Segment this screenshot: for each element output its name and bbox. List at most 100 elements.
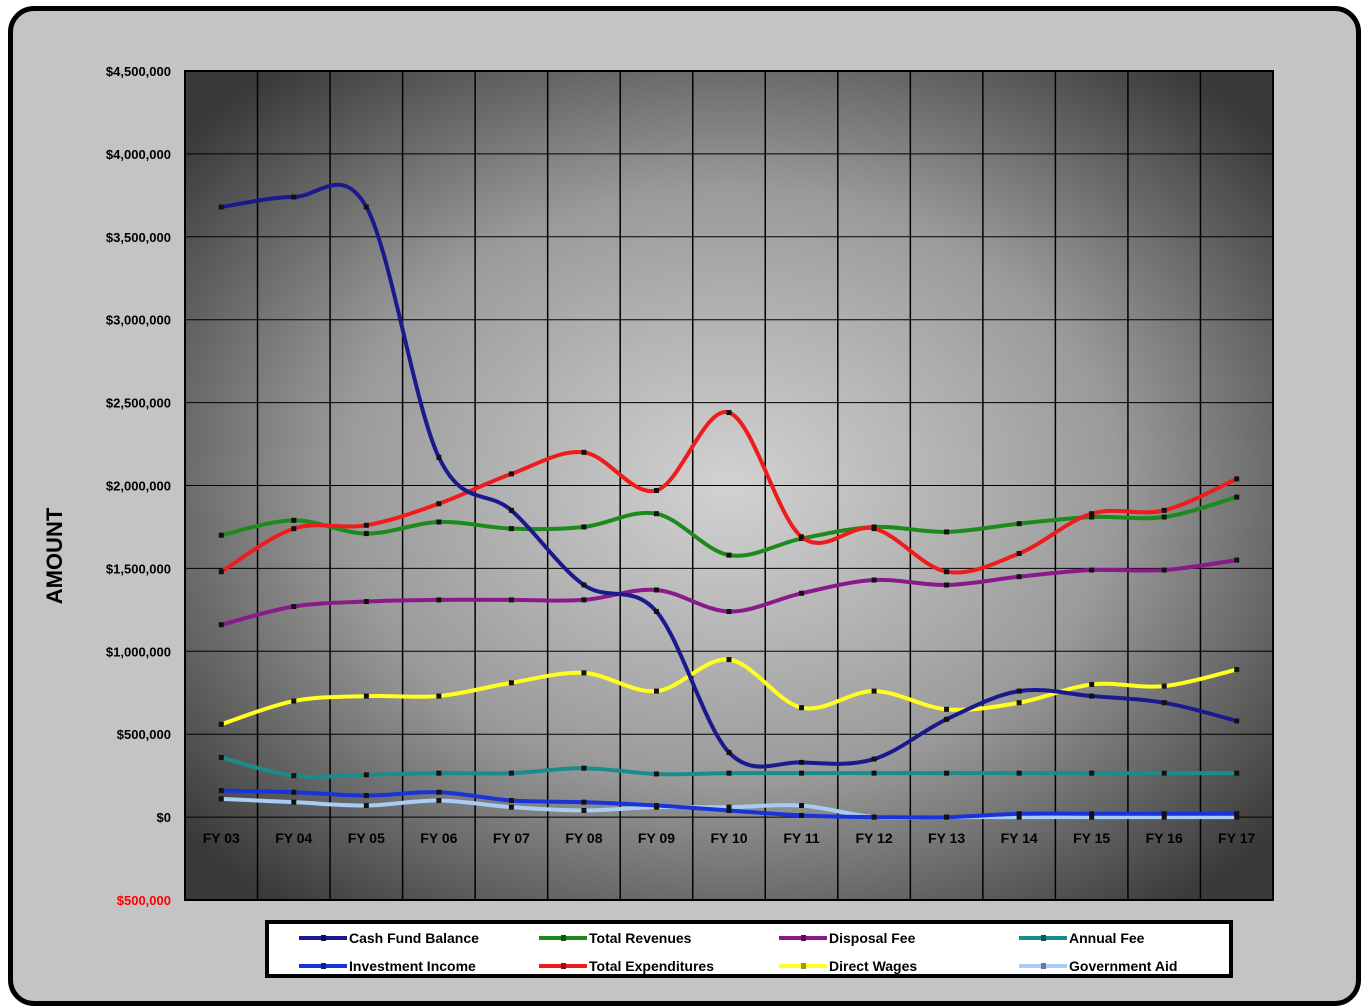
x-tick-label: FY 11: [783, 830, 820, 846]
data-point: [1016, 521, 1022, 527]
data-point: [1234, 811, 1240, 817]
legend-label: Government Aid: [1069, 958, 1178, 974]
data-point: [653, 587, 659, 593]
data-point: [799, 759, 805, 765]
series-line: [219, 182, 1239, 769]
series-direct-wages: [218, 657, 1240, 727]
data-point: [218, 622, 224, 628]
x-tick-label: FY 08: [565, 830, 602, 846]
data-point: [1016, 814, 1022, 820]
y-axis-tick-labels: $4,500,000 $4,000,000 $3,500,000 $3,000,000…: [106, 64, 171, 908]
data-point: [291, 789, 297, 795]
data-point: [871, 814, 877, 820]
x-tick-label: FY 09: [638, 830, 675, 846]
data-point: [436, 693, 442, 699]
data-point: [218, 788, 224, 794]
legend: Cash Fund Balance Total Revenues Disposal …: [265, 920, 1233, 978]
data-point: [944, 716, 950, 722]
data-point: [799, 812, 805, 818]
legend-label: Total Expenditures: [589, 958, 714, 974]
data-point: [1161, 770, 1167, 776]
data-point: [1234, 557, 1240, 563]
data-point: [653, 511, 659, 517]
data-point: [799, 590, 805, 596]
data-point: [508, 526, 514, 532]
data-point: [653, 688, 659, 694]
series-investment-income: [218, 788, 1240, 820]
series-disposal-fee: [218, 557, 1240, 628]
legend-label: Disposal Fee: [829, 930, 916, 946]
legend-item: Total Expenditures: [539, 955, 714, 977]
data-point: [944, 770, 950, 776]
data-point: [436, 770, 442, 776]
data-point: [726, 804, 732, 810]
data-point: [871, 526, 877, 532]
x-tick-label: FY 16: [1146, 830, 1183, 846]
data-point: [436, 597, 442, 603]
data-point: [291, 604, 297, 610]
data-point: [508, 507, 514, 513]
data-point: [799, 802, 805, 808]
data-point: [363, 802, 369, 808]
legend-item: Annual Fee: [1019, 927, 1144, 949]
data-point: [218, 569, 224, 575]
data-point: [944, 814, 950, 820]
data-point: [363, 793, 369, 799]
legend-swatch: [1019, 964, 1067, 968]
data-point: [1016, 574, 1022, 580]
x-tick-label: FY 06: [420, 830, 457, 846]
data-point: [944, 529, 950, 535]
x-tick-label: FY 12: [856, 830, 893, 846]
data-point: [1161, 683, 1167, 689]
data-point: [726, 749, 732, 755]
legend-swatch: [779, 964, 827, 968]
data-point: [1161, 811, 1167, 817]
data-point: [726, 552, 732, 558]
data-point: [508, 597, 514, 603]
data-point: [508, 804, 514, 810]
y-tick-label: $0: [157, 810, 171, 825]
data-point: [581, 670, 587, 676]
legend-item: Direct Wages: [779, 955, 917, 977]
data-point: [1161, 567, 1167, 573]
series-annual-fee: [218, 754, 1240, 779]
data-point: [508, 798, 514, 804]
x-tick-label: FY 05: [348, 830, 385, 846]
legend-swatch: [539, 936, 587, 940]
data-point: [218, 532, 224, 538]
data-point: [363, 204, 369, 210]
data-point: [871, 688, 877, 694]
data-point: [218, 721, 224, 727]
data-point: [1234, 718, 1240, 724]
data-point: [436, 501, 442, 507]
data-point: [581, 449, 587, 455]
legend-item: Cash Fund Balance: [299, 927, 479, 949]
y-tick-label: $1,000,000: [106, 644, 171, 659]
data-point: [1161, 507, 1167, 513]
data-point: [799, 770, 805, 776]
x-tick-label: FY 04: [275, 830, 312, 846]
legend-item: Government Aid: [1019, 955, 1177, 977]
data-point: [1161, 514, 1167, 520]
y-tick-label: $4,000,000: [106, 147, 171, 162]
data-point: [218, 204, 224, 210]
data-point: [436, 789, 442, 795]
data-point: [581, 597, 587, 603]
data-point: [581, 582, 587, 588]
data-point: [653, 802, 659, 808]
data-point: [1089, 814, 1095, 820]
data-point: [291, 526, 297, 532]
data-point: [1089, 811, 1095, 817]
data-point: [871, 577, 877, 583]
data-point: [1016, 770, 1022, 776]
y-tick-label: $3,000,000: [106, 313, 171, 328]
data-point: [1016, 688, 1022, 694]
data-point: [1016, 700, 1022, 706]
data-point: [218, 754, 224, 760]
data-point: [436, 454, 442, 460]
y-tick-label: $2,000,000: [106, 479, 171, 494]
legend-label: Annual Fee: [1069, 930, 1145, 946]
legend-swatch: [1019, 936, 1067, 940]
series-total-expenditures: [218, 410, 1240, 575]
